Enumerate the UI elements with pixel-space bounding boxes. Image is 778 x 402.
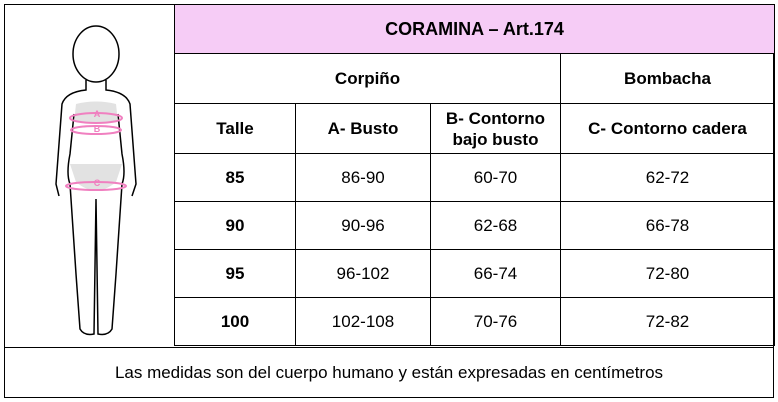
- col-cadera: C- Contorno cadera: [559, 103, 776, 154]
- body-figure-illustration: A B C: [55, 25, 137, 336]
- group-bombacha: Bombacha: [559, 53, 776, 104]
- cell-talle: 85: [174, 153, 296, 202]
- table-title: CORAMINA – Art.174: [173, 4, 776, 54]
- cell-busto: 90-96: [295, 201, 431, 250]
- col-bajo-busto: B- Contorno bajo busto: [430, 103, 561, 154]
- cell-bajo-busto: 62-68: [430, 201, 561, 250]
- cell-bajo-busto: 66-74: [430, 249, 561, 298]
- group-corpino: Corpiño: [174, 53, 561, 104]
- footer-note: Las medidas son del cuerpo humano y está…: [4, 347, 774, 398]
- cell-busto: 96-102: [295, 249, 431, 298]
- table-row: 95 96-102 66-74 72-80: [174, 249, 776, 298]
- cell-bajo-busto: 70-76: [430, 297, 561, 346]
- cell-busto: 102-108: [295, 297, 431, 346]
- label-b: B: [94, 124, 101, 134]
- col-busto: A- Busto: [295, 103, 431, 154]
- cell-cadera: 66-78: [559, 201, 776, 250]
- cell-cadera: 72-82: [559, 297, 776, 346]
- cell-cadera: 62-72: [559, 153, 776, 202]
- label-a: A: [94, 109, 101, 119]
- size-table: CORAMINA – Art.174 Corpiño Bombacha Tall…: [173, 4, 776, 346]
- table-row: 85 86-90 60-70 62-72: [174, 153, 776, 202]
- table-row: 90 90-96 62-68 66-78: [174, 201, 776, 250]
- label-c: C: [94, 178, 101, 188]
- cell-cadera: 72-80: [559, 249, 776, 298]
- cell-talle: 95: [174, 249, 296, 298]
- cell-talle: 100: [174, 297, 296, 346]
- cell-talle: 90: [174, 201, 296, 250]
- col-talle: Talle: [174, 103, 296, 154]
- cell-bajo-busto: 60-70: [430, 153, 561, 202]
- cell-busto: 86-90: [295, 153, 431, 202]
- table-row: 100 102-108 70-76 72-82: [174, 297, 776, 346]
